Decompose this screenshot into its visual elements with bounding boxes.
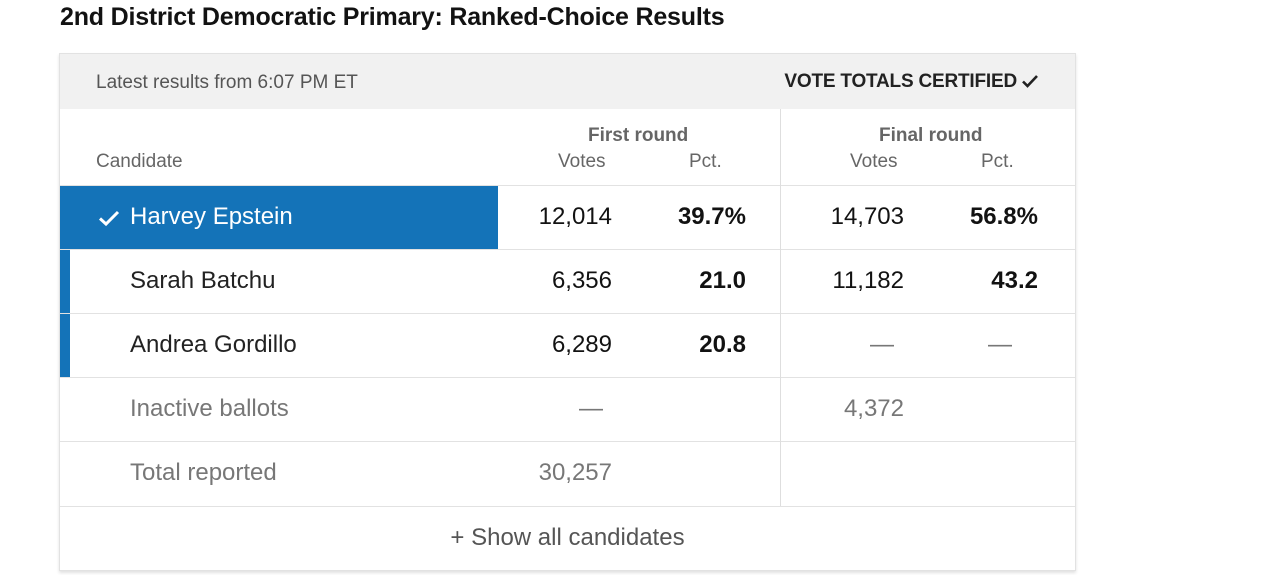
first-round-pct: 21.0	[699, 267, 746, 294]
results-status-bar: Latest results from 6:07 PM ET VOTE TOTA…	[60, 54, 1075, 109]
winner-check-icon	[98, 210, 120, 227]
final-round-pct: 43.2	[991, 267, 1038, 294]
candidate-name: Andrea Gordillo	[130, 331, 297, 358]
final-votes-header: Votes	[850, 151, 898, 172]
round-divider	[780, 109, 781, 506]
row-label: Total reported	[130, 459, 277, 486]
certified-label: VOTE TOTALS CERTIFIED	[784, 71, 1017, 92]
candidate-name: Sarah Batchu	[130, 267, 276, 294]
candidate-row: Sarah Batchu 6,356 21.0 11,182 43.2	[60, 249, 1075, 313]
first-round-votes: —	[579, 395, 603, 422]
final-round-votes: 11,182	[832, 267, 904, 294]
final-round-votes: 14,703	[830, 203, 904, 230]
candidate-row: Andrea Gordillo 6,289 20.8 — —	[60, 313, 1075, 377]
final-pct-header: Pct.	[981, 151, 1014, 172]
row-label: Inactive ballots	[130, 395, 289, 422]
final-round-header: Final round	[879, 125, 983, 146]
certified-badge: VOTE TOTALS CERTIFIED	[784, 71, 1039, 93]
first-round-votes: 30,257	[538, 459, 612, 486]
candidate-header: Candidate	[96, 151, 183, 172]
total-reported-row: Total reported 30,257	[60, 441, 1075, 505]
page-title: 2nd District Democratic Primary: Ranked-…	[60, 3, 725, 31]
first-pct-header: Pct.	[689, 151, 722, 172]
first-votes-header: Votes	[558, 151, 606, 172]
candidate-name: Harvey Epstein	[130, 203, 293, 230]
last-updated-text: Latest results from 6:07 PM ET	[96, 72, 358, 93]
checkmark-icon	[1022, 75, 1038, 88]
first-round-pct: 39.7%	[677, 203, 746, 230]
final-round-pct: —	[988, 331, 1012, 358]
final-round-pct: 56.8%	[969, 203, 1038, 230]
inactive-ballots-row: Inactive ballots — 4,372	[60, 377, 1075, 441]
show-all-candidates-button[interactable]: + Show all candidates	[60, 506, 1075, 570]
final-round-votes: —	[870, 331, 894, 358]
winner-highlight	[60, 186, 498, 249]
candidate-color-bar	[60, 314, 70, 377]
candidate-row-winner: Harvey Epstein 12,014 39.7% 14,703 56.8%	[60, 185, 1075, 249]
results-table: Latest results from 6:07 PM ET VOTE TOTA…	[59, 53, 1076, 571]
candidate-color-bar	[60, 250, 70, 313]
first-round-votes: 6,289	[551, 331, 612, 358]
first-round-pct: 20.8	[699, 331, 746, 358]
final-round-votes: 4,372	[843, 395, 904, 422]
first-round-votes: 12,014	[538, 203, 612, 230]
first-round-votes: 6,356	[551, 267, 612, 294]
first-round-header: First round	[588, 125, 689, 146]
